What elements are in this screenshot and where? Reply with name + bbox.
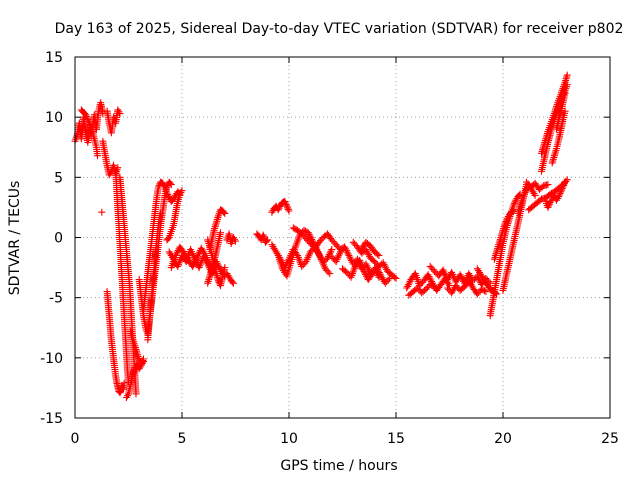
series-arc-03 [90,99,107,133]
y-tick-label: -10 [40,351,63,367]
series-arc-27 [274,226,334,280]
plus-markers [223,270,237,287]
series-arc-47 [548,107,569,167]
plus-markers [223,230,239,247]
series-arc-05 [103,106,124,137]
plus-markers [127,327,147,368]
series-arc-14 [144,209,165,344]
plus-markers [204,229,224,287]
x-tick-label: 5 [178,431,187,447]
series-arc-08 [112,167,132,386]
chart-title: Day 163 of 2025, Sidereal Day-to-day VTE… [55,21,624,37]
series-arc-20 [206,206,229,253]
plus-markers [538,81,571,175]
plus-markers [542,178,569,211]
series-arc-32 [358,238,383,259]
series-arc-06 [98,208,106,216]
x-tick-label: 20 [494,431,512,447]
series-arc-18 [167,243,218,276]
y-tick-label: 5 [54,170,63,186]
series-arc-02 [77,106,101,160]
plus-markers [548,107,569,167]
y-axis-label: SDTVAR / TECUs [7,181,23,296]
plus-markers [90,99,107,133]
plus-markers [405,280,438,299]
series-arc-39 [490,206,518,263]
series-arc-30 [339,256,394,287]
series-arc-11 [127,327,147,368]
series-arc-07 [103,288,128,397]
plus-markers [103,288,128,397]
x-tick-label: 25 [601,431,619,447]
y-axis-tick-labels: -15 -10 -5 0 5 10 15 [40,50,63,427]
plus-markers [490,206,518,263]
plus-markers [112,167,132,386]
y-tick-label: 10 [45,110,63,126]
data-points [71,71,571,401]
series-arc-23 [223,270,237,287]
series-arc-24 [253,230,272,246]
plus-markers [268,197,293,216]
plus-markers [140,178,169,314]
plus-markers [163,191,184,244]
plus-markers [339,256,394,287]
series-arc-21 [204,229,224,287]
y-tick-label: -15 [40,411,63,427]
x-tick-label: 10 [280,431,298,447]
series-arc-48 [553,89,569,133]
plus-markers [144,209,165,344]
y-tick-label: -5 [49,291,63,307]
series-arc-25 [268,197,293,216]
x-axis-tick-labels: 0 5 10 15 20 25 [71,431,619,447]
series-arc-22 [223,230,239,247]
series-arc-28 [289,224,349,253]
series-arc-46 [542,178,569,211]
plus-markers [167,243,218,276]
x-tick-label: 0 [71,431,80,447]
series-arc-34 [405,280,438,299]
y-tick-label: 15 [45,50,63,66]
axis-ticks [74,56,611,419]
plus-markers [553,89,569,133]
x-tick-label: 15 [387,431,405,447]
plus-markers [358,238,383,259]
plus-markers [289,224,349,253]
series-arc-43 [523,178,552,193]
plus-markers [443,277,490,298]
plus-markers [274,226,334,280]
x-axis-label: GPS time / hours [280,458,397,474]
series-arc-36 [443,277,490,298]
plus-markers [77,106,101,160]
series-arc-16 [163,191,184,244]
series-arc-45 [538,81,571,175]
plus-markers [523,178,552,193]
series-arc-13 [140,178,169,314]
y-tick-label: 0 [54,231,63,247]
plus-markers [103,106,124,137]
plus-markers [206,206,229,253]
plus-markers [98,208,106,216]
plus-markers [253,230,272,246]
